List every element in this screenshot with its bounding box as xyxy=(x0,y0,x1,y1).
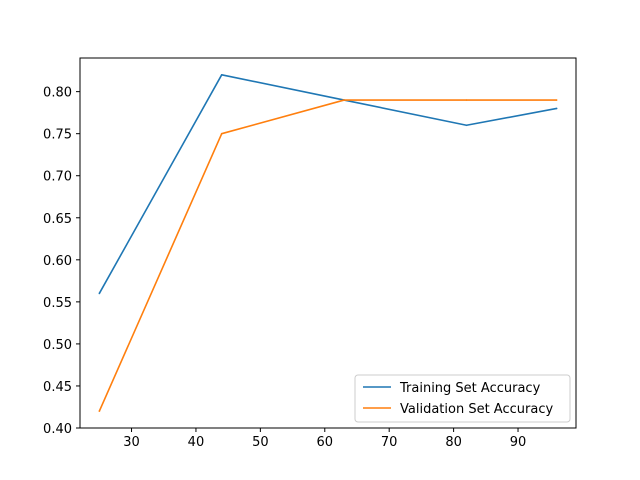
data-point xyxy=(98,410,101,412)
y-tick-label: 0.55 xyxy=(43,296,72,311)
y-tick-label: 0.65 xyxy=(43,212,72,227)
y-tick-label: 0.40 xyxy=(43,422,72,437)
series-layer xyxy=(98,74,558,412)
x-tick-label: 30 xyxy=(123,435,140,450)
x-tick-label: 40 xyxy=(188,435,205,450)
legend-label: Validation Set Accuracy xyxy=(400,402,553,417)
y-axis: 0.40 0.45 0.50 0.55 0.60 0.65 0.70 0.75 0.80 xyxy=(43,86,80,437)
data-point xyxy=(465,124,468,127)
y-tick-label: 0.75 xyxy=(43,128,72,143)
y-tick-label: 0.50 xyxy=(43,338,72,353)
data-point xyxy=(343,99,345,101)
data-point xyxy=(220,74,223,76)
plot-area xyxy=(79,57,577,429)
x-tick-label: 80 xyxy=(445,435,462,450)
data-point xyxy=(465,99,468,101)
axes-frame xyxy=(79,57,577,429)
data-point xyxy=(555,107,558,110)
x-tick-label: 70 xyxy=(381,435,398,450)
y-tick-label: 0.70 xyxy=(43,170,72,185)
x-tick-label: 90 xyxy=(510,435,527,450)
legend: Training Set Accuracy Validation Set Accu… xyxy=(354,374,571,423)
data-point xyxy=(98,292,101,295)
data-point xyxy=(220,132,223,135)
data-point xyxy=(555,99,558,101)
x-tick-label: 50 xyxy=(252,435,269,450)
x-axis: 30 40 50 60 70 80 90 xyxy=(123,428,526,450)
y-tick-label: 0.60 xyxy=(43,254,72,269)
x-tick-label: 60 xyxy=(317,435,334,450)
y-tick-label: 0.45 xyxy=(43,380,72,395)
y-tick-label: 0.80 xyxy=(43,86,72,101)
legend-label: Training Set Accuracy xyxy=(399,381,541,396)
legend-box xyxy=(354,374,571,423)
